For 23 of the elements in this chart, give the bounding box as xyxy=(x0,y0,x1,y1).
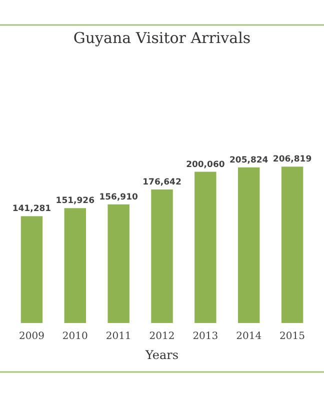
data-label: 206,819 xyxy=(272,154,312,165)
x-tick-label: 2012 xyxy=(149,331,175,342)
data-label: 156,910 xyxy=(99,192,138,202)
data-label: 151,926 xyxy=(56,196,95,206)
x-tick-label: 2009 xyxy=(18,331,44,342)
x-tick-label: 2013 xyxy=(192,331,218,342)
bar xyxy=(151,189,173,323)
bar xyxy=(20,216,43,323)
chart-title: Guyana Visitor Arrivals xyxy=(73,29,251,47)
bar xyxy=(238,167,260,323)
bar xyxy=(64,208,86,323)
x-axis-title: Years xyxy=(144,348,179,362)
data-label: 176,642 xyxy=(142,177,182,188)
x-tick-label: 2011 xyxy=(106,331,132,342)
data-label: 200,060 xyxy=(186,160,225,170)
x-tick-label: 2010 xyxy=(62,331,88,342)
data-label: 141,281 xyxy=(12,204,52,214)
bar xyxy=(108,204,130,323)
x-tick-label: 2015 xyxy=(280,331,306,342)
bar xyxy=(194,172,216,323)
data-label: 205,824 xyxy=(230,155,268,166)
x-tick-label: 2014 xyxy=(236,331,262,342)
bar xyxy=(281,166,304,323)
